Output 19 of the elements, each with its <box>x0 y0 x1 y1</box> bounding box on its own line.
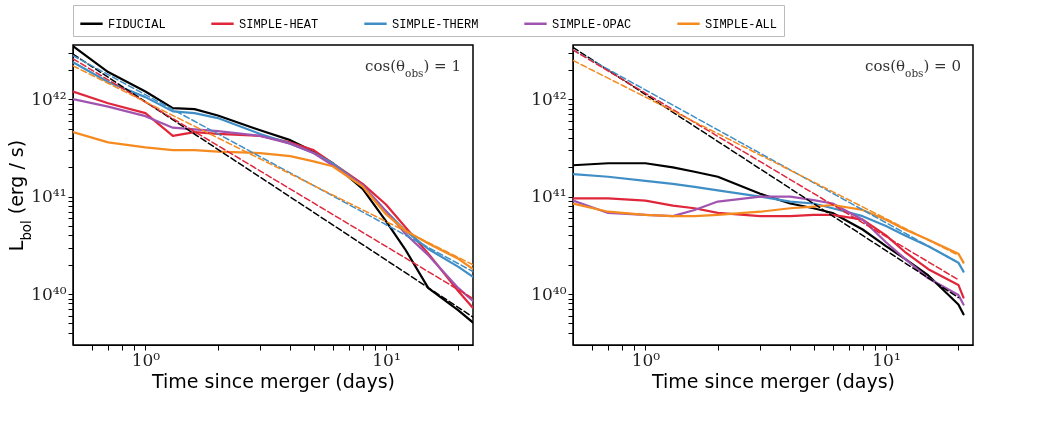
y-tick-label: 10⁴¹ <box>31 186 67 207</box>
legend-label: FIDUCIAL <box>108 17 166 32</box>
y-tick-label: 10⁴² <box>31 88 67 109</box>
x-axis-title: Time since merger (days) <box>651 369 895 392</box>
x-tick-label: 10⁰ <box>631 349 661 370</box>
x-tick-label: 10¹ <box>872 349 901 370</box>
annotation: cos(θ$_{obs}$) = 0 <box>865 57 961 79</box>
annotation: cos(θ$_{obs}$) = 1 <box>365 57 461 79</box>
y-tick-label: 10⁴⁰ <box>31 283 67 304</box>
y-tick-label: 10⁴² <box>531 88 567 109</box>
legend-label: SIMPLE-HEAT <box>239 17 319 32</box>
x-axis-title: Time since merger (days) <box>151 369 395 392</box>
x-tick-label: 10¹ <box>372 349 401 370</box>
legend-label: SIMPLE-ALL <box>705 17 778 32</box>
legend-label: SIMPLE-OPAC <box>552 17 632 32</box>
y-tick-label: 10⁴⁰ <box>531 283 567 304</box>
legend-label: SIMPLE-THERM <box>392 17 479 32</box>
y-tick-label: 10⁴¹ <box>531 186 567 207</box>
x-tick-label: 10⁰ <box>131 349 161 370</box>
